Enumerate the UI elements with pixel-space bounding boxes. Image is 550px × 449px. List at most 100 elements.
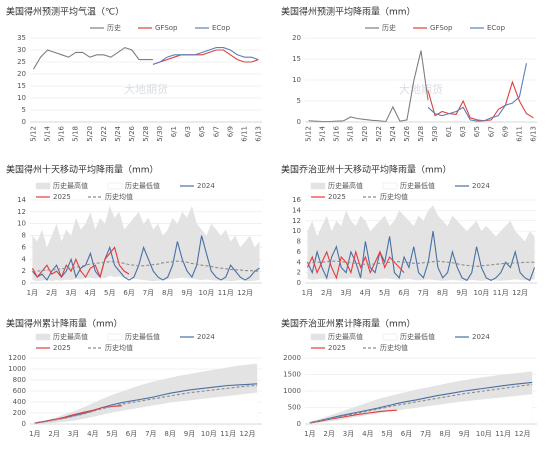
x-tick-label: 6/9: [501, 126, 509, 137]
y-tick-label: 0: [22, 118, 26, 126]
watermark: 大地期货: [124, 82, 168, 96]
x-tick-label: 5/14: [44, 125, 52, 141]
legend-label: 2024: [472, 333, 490, 341]
x-tick-label: 8月: [439, 430, 450, 438]
series-line: [427, 80, 534, 122]
x-tick-label: 8月: [164, 430, 175, 438]
legend-label: 历史最高值: [53, 181, 88, 190]
y-tick-label: 20: [17, 70, 26, 78]
x-tick-label: 5月: [104, 289, 115, 297]
legend-label: 2025: [328, 193, 346, 201]
x-tick-label: 5/28: [142, 126, 150, 142]
y-tick-label: 0: [297, 279, 301, 287]
x-tick-label: 5月: [381, 430, 392, 438]
y-tick-label: 15: [17, 82, 26, 90]
x-tick-label: 2月: [46, 289, 57, 297]
x-tick-label: 6/1: [170, 126, 178, 137]
y-tick-label: 30: [17, 46, 26, 54]
legend-label: 2024: [472, 182, 490, 190]
y-tick-label: 12: [292, 217, 301, 225]
x-tick-label: 5/22: [100, 126, 108, 142]
y-tick-label: 200: [13, 409, 26, 417]
panel: 美国乔治亚州十天移动平均降雨量（mm）大地期货02468101214161月2月…: [281, 164, 537, 297]
x-tick-label: 5月: [379, 289, 390, 297]
x-tick-label: 6月: [123, 289, 134, 297]
x-tick-label: 7月: [418, 289, 429, 297]
legend-label: 历史均值: [105, 343, 133, 352]
y-tick-label: 500: [288, 404, 301, 412]
y-tick-label: 6: [297, 248, 302, 256]
series-line: [31, 235, 260, 282]
x-tick-label: 4月: [362, 430, 373, 438]
legend-label: 历史: [382, 23, 396, 32]
x-tick-label: 4月: [87, 430, 98, 438]
series-line: [306, 231, 536, 282]
y-tick-label: 10: [17, 94, 26, 102]
x-tick-label: 6/3: [184, 126, 192, 137]
x-tick-label: 8月: [162, 289, 173, 297]
x-tick-label: 5/28: [417, 126, 425, 142]
x-tick-label: 6/3: [459, 126, 467, 137]
x-tick-label: 4月: [85, 289, 96, 297]
x-tick-label: 11月: [220, 430, 236, 438]
area: [309, 394, 533, 424]
chart-title: 美国得州预测平均气温（℃）: [6, 6, 124, 18]
y-tick-label: 0: [297, 118, 301, 126]
legend-swatch: [107, 333, 123, 341]
y-tick-label: 1000: [283, 387, 301, 395]
series-line: [152, 49, 259, 65]
y-tick-label: 8: [297, 238, 301, 246]
x-tick-label: 5/26: [128, 125, 136, 141]
y-tick-label: 10: [292, 76, 301, 84]
x-tick-label: 6/1: [445, 126, 453, 137]
x-tick-label: 9月: [184, 430, 195, 438]
y-tick-label: 1200: [8, 354, 26, 362]
series-line: [31, 246, 130, 279]
x-tick-label: 5/26: [403, 125, 411, 141]
chart-title: 美国乔治亚州十天移动平均降雨量（mm）: [281, 164, 452, 176]
x-tick-label: 10月: [201, 430, 217, 438]
x-tick-label: 6/13: [529, 126, 537, 142]
legend-label: 历史均值: [380, 192, 408, 201]
x-tick-label: 2月: [321, 289, 332, 297]
x-tick-label: 6/7: [212, 126, 220, 137]
x-tick-label: 5/18: [72, 126, 80, 142]
y-tick-label: 8: [22, 232, 26, 240]
y-tick-label: 10: [292, 227, 301, 235]
y-tick-label: 15: [292, 55, 301, 63]
legend-label: 历史最低值: [125, 181, 160, 190]
legend-label: 2025: [53, 344, 71, 352]
series-line: [427, 63, 527, 122]
panel: 美国得州预测平均气温（℃） 大地期货 0 5 10 15 20 25 30 35 5/12 5/14 5…: [6, 6, 262, 142]
x-tick-label: 2月: [48, 430, 59, 438]
x-tick-label: 10月: [476, 430, 492, 438]
area: [34, 392, 258, 424]
legend-label: 2025: [328, 344, 346, 352]
series-line: [309, 409, 397, 424]
x-tick-label: 9月: [459, 430, 470, 438]
x-tick-label: 9月: [181, 289, 192, 297]
x-tick-label: 5/22: [375, 126, 383, 142]
legend-label: 2024: [197, 182, 215, 190]
y-tick-label: 14: [17, 196, 26, 204]
x-tick-label: 3月: [65, 289, 76, 297]
series-line: [307, 260, 535, 267]
chart-title: 美国乔治亚州累计降雨量（mm）: [281, 318, 416, 330]
x-tick-label: 3月: [340, 289, 351, 297]
x-tick-label: 7月: [143, 289, 154, 297]
legend-label: 历史最高值: [53, 332, 88, 341]
panel: 美国得州十天移动平均降雨量（mm）大地期货024681012141月2月3月4月…: [6, 164, 262, 297]
legend-swatch: [382, 182, 398, 190]
x-tick-label: 5/18: [347, 126, 355, 142]
x-tick-label: 1月: [304, 430, 315, 438]
y-tick-label: 2000: [283, 354, 301, 362]
y-tick-label: 1000: [8, 365, 26, 373]
y-tick-label: 16: [292, 196, 301, 204]
legend-swatch: [310, 333, 326, 341]
x-tick-label: 10月: [198, 289, 214, 297]
series-line: [306, 249, 405, 280]
y-tick-label: 0: [22, 279, 26, 287]
y-tick-label: 12: [17, 208, 26, 216]
